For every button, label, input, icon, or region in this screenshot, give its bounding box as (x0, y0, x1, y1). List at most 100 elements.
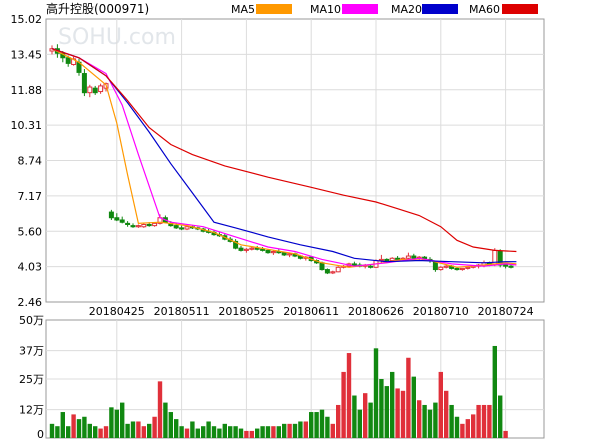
candle (368, 265, 374, 269)
volume-bar (346, 353, 352, 438)
volume-bar (157, 381, 163, 438)
volume-bar (498, 395, 503, 438)
candle (119, 216, 125, 224)
price-y-tick: 4.03 (18, 261, 43, 274)
price-y-tick: 7.17 (18, 190, 43, 203)
volume-y-tick: 25万 (19, 373, 44, 386)
volume-bar (201, 426, 206, 438)
volume-bar (195, 428, 200, 438)
volume-bar (244, 430, 249, 438)
volume-bar (417, 400, 422, 438)
candle (125, 221, 131, 227)
candle (324, 268, 330, 275)
ma-lines (51, 48, 517, 268)
legend-ma60-swatch (502, 4, 538, 14)
volume-bars (49, 345, 508, 438)
volume-bar (481, 404, 487, 438)
volume-bar (357, 409, 362, 438)
volume-bar (114, 409, 119, 438)
volume-bar (433, 402, 438, 438)
volume-bar (249, 430, 254, 438)
volume-bar (363, 393, 368, 438)
volume-bar (238, 428, 244, 438)
price-y-tick: 10.31 (11, 119, 43, 132)
price-y-tick: 2.46 (18, 296, 43, 309)
ma-line-ma5 (51, 48, 517, 268)
volume-bar (314, 412, 319, 438)
candle (87, 84, 93, 98)
volume-y-axis: 50万 37万 25万 12万 0 (19, 314, 44, 440)
volume-bar (390, 371, 395, 438)
volume-bar (190, 421, 195, 438)
volume-bar (352, 395, 357, 438)
volume-bar (120, 402, 125, 438)
volume-bar (179, 426, 184, 438)
volume-bar (109, 407, 114, 438)
volume-bar (492, 345, 497, 438)
volume-bar (260, 426, 265, 438)
volume-bar (49, 423, 55, 438)
candle (179, 225, 185, 231)
candle (98, 83, 104, 94)
volume-bar (395, 388, 400, 438)
candle (265, 249, 271, 254)
volume-bar (471, 414, 476, 438)
price-y-tick: 15.02 (11, 13, 43, 26)
volume-bar (168, 412, 173, 438)
candle (459, 267, 465, 271)
candle (71, 56, 77, 66)
volume-bar (465, 419, 470, 438)
candle (243, 248, 249, 253)
volume-bar (379, 379, 384, 438)
volume-bar (255, 428, 260, 438)
volume-bar (487, 404, 492, 438)
volume-bar (309, 412, 314, 438)
volume-bar (82, 416, 87, 438)
volume-y-tick: 0 (37, 428, 44, 440)
volume-bar (444, 390, 449, 438)
volume-bar (292, 423, 298, 438)
price-y-tick: 13.45 (11, 48, 43, 61)
volume-bar (341, 371, 346, 438)
legend-ma10-label: MA10 (310, 3, 341, 16)
price-y-tick: 11.88 (11, 84, 43, 97)
volume-bar (368, 402, 373, 438)
volume-bar (303, 421, 308, 438)
candle (405, 252, 411, 260)
volume-bar (55, 426, 60, 438)
price-panel: SOHU.com 15.0213.4511.8810.318.747.175.6… (11, 13, 545, 318)
volume-bar (330, 423, 335, 438)
volume-bar (141, 426, 146, 438)
volume-bar (282, 423, 287, 438)
candle (330, 270, 336, 275)
volume-bar (206, 421, 211, 438)
x-tick-label: 20180626 (348, 305, 404, 318)
volume-bar (136, 421, 141, 438)
candle (81, 69, 87, 97)
volume-y-tick: 37万 (19, 345, 44, 358)
volume-bar (103, 426, 109, 438)
volume-bar (449, 404, 454, 438)
candle (270, 250, 276, 255)
candle (503, 263, 509, 269)
volume-bar (325, 416, 330, 438)
ma-legend: MA5 MA10 MA20 MA60 (231, 3, 538, 16)
volume-bar (319, 409, 325, 438)
volume-bar (287, 423, 292, 438)
price-y-axis: 15.02 13.45 11.88 10.31 8.74 7.17 5.60 4.03 2.46 (11, 13, 43, 309)
volume-bar (87, 423, 92, 438)
volume-bar (147, 423, 152, 438)
volume-y-tick: 12万 (19, 404, 44, 417)
candle (135, 224, 141, 228)
x-tick-label: 20180425 (89, 305, 145, 318)
volume-bar (503, 430, 508, 438)
legend-ma20-label: MA20 (391, 3, 422, 16)
candle (233, 239, 239, 250)
volume-bar (422, 404, 427, 438)
volume-bar (222, 423, 227, 438)
legend-ma5-label: MA5 (231, 3, 255, 16)
candle (438, 266, 444, 271)
volume-bar (460, 423, 465, 438)
ma-line-ma20 (51, 48, 517, 264)
candle (443, 265, 449, 269)
